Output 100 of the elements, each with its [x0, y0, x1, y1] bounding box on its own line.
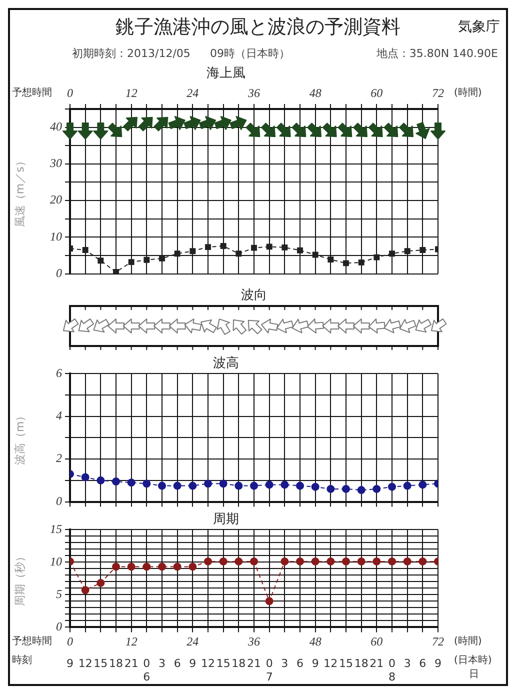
- point: [174, 250, 180, 257]
- x2-tick-label: 21: [124, 657, 138, 670]
- x2-tick-label: 15: [216, 657, 230, 670]
- point: [280, 557, 289, 566]
- point: [204, 480, 212, 488]
- x-tick-label: 12: [125, 634, 138, 649]
- point: [144, 256, 150, 263]
- point: [127, 478, 136, 487]
- x2-tick-label: 12: [201, 657, 215, 670]
- point: [357, 486, 366, 494]
- y-tick-label: 20: [50, 192, 62, 207]
- x2-tick-label: 12: [324, 657, 338, 670]
- point: [420, 247, 426, 253]
- point: [343, 260, 349, 266]
- point: [372, 557, 381, 566]
- point: [342, 557, 350, 566]
- point: [159, 255, 165, 262]
- text: 地点：35.80N 140.90E: [376, 46, 498, 61]
- point: [311, 557, 320, 566]
- x2-tick-label: 9: [312, 657, 319, 670]
- y-tick-label: 0: [56, 266, 62, 280]
- point: [158, 562, 166, 571]
- x2-tick-label: 3: [404, 657, 411, 670]
- point: [127, 562, 136, 571]
- text: 気象庁: [458, 18, 500, 36]
- y-tick-label: 5: [56, 586, 62, 601]
- point: [358, 259, 364, 266]
- text: 09時（日本時）: [210, 46, 290, 61]
- x-tick-label: 36: [247, 634, 260, 649]
- x2-tick-label: 6: [296, 657, 304, 670]
- x2-tick-label: 0 7: [266, 657, 273, 684]
- point: [418, 480, 427, 489]
- point: [312, 252, 318, 258]
- text: 日: [469, 669, 479, 680]
- x2-tick-label: 0 8: [388, 657, 396, 684]
- x-tick-label: 24: [186, 634, 199, 649]
- point: [403, 482, 412, 490]
- point: [205, 244, 211, 250]
- point: [158, 482, 166, 490]
- point: [142, 562, 151, 571]
- point: [311, 482, 320, 491]
- text: (日本時): [454, 654, 492, 666]
- point: [173, 562, 182, 571]
- text: 予想時間: [12, 634, 52, 647]
- point: [188, 562, 197, 571]
- point: [188, 482, 197, 490]
- point: [404, 248, 410, 254]
- text: 波向: [240, 287, 268, 304]
- point: [342, 484, 350, 493]
- x2-tick-label: 9: [434, 657, 442, 670]
- point: [328, 256, 334, 262]
- point: [219, 557, 228, 566]
- point: [112, 562, 120, 571]
- x2-tick-label: 3: [158, 657, 166, 670]
- point: [403, 557, 412, 566]
- point: [297, 247, 303, 254]
- y-tick-label: 30: [49, 156, 62, 170]
- point: [96, 476, 105, 484]
- x2-tick-label: 9: [66, 657, 74, 670]
- y-tick-label: 15: [50, 522, 62, 536]
- text: 初期時刻：2013/12/05: [72, 46, 190, 61]
- point: [112, 478, 120, 486]
- x-tick-label: 0: [67, 634, 73, 649]
- y-tick-label: 40: [50, 119, 62, 134]
- x2-tick-label: 15: [94, 657, 108, 670]
- point: [265, 480, 274, 489]
- point: [280, 480, 289, 489]
- x2-tick-label: 21: [247, 657, 261, 670]
- point: [219, 480, 228, 488]
- point: [388, 557, 396, 566]
- point: [296, 482, 304, 490]
- x2-tick-label: 6: [419, 657, 426, 670]
- text: 時刻: [12, 654, 32, 666]
- x2-tick-label: 21: [370, 657, 384, 670]
- point: [234, 482, 243, 490]
- x2-tick-label: 6: [174, 657, 181, 670]
- point: [265, 597, 274, 606]
- y-tick-label: 2: [56, 451, 62, 466]
- x-tick-label: 60: [370, 634, 383, 649]
- point: [128, 259, 134, 266]
- point: [251, 244, 257, 251]
- point: [236, 250, 242, 257]
- chart-title: 波高: [213, 355, 239, 372]
- point: [250, 557, 258, 566]
- point: [81, 473, 90, 482]
- point: [326, 484, 335, 493]
- x-tick-label: 48: [309, 634, 322, 649]
- x2-tick-label: 0 6: [143, 657, 150, 684]
- point: [418, 557, 427, 566]
- y-axis-title: 風速（m／s）: [13, 156, 26, 228]
- x2-tick-label: 18: [232, 657, 246, 670]
- point: [282, 244, 288, 250]
- chart-title: 周期: [213, 512, 239, 528]
- x2-tick-label: 9: [189, 657, 196, 670]
- point: [113, 268, 119, 274]
- x2-tick-label: 12: [78, 657, 92, 670]
- y-axis-title: 波高（m）: [13, 410, 26, 466]
- text: (時間): [454, 86, 482, 99]
- x-tick-label: 72: [432, 86, 444, 100]
- point: [250, 482, 258, 490]
